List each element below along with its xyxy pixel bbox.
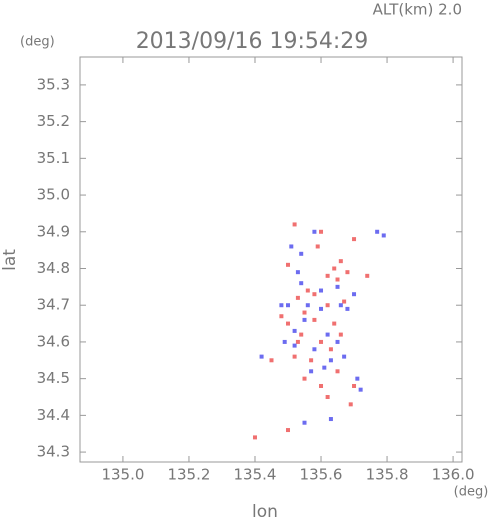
point bbox=[358, 387, 363, 392]
point bbox=[289, 244, 294, 249]
point bbox=[282, 339, 287, 344]
point bbox=[309, 369, 314, 374]
point bbox=[295, 339, 300, 344]
point bbox=[302, 376, 307, 381]
point bbox=[352, 292, 357, 297]
y-axis-label: lat bbox=[0, 249, 20, 271]
point bbox=[252, 435, 257, 440]
point bbox=[352, 237, 357, 242]
point bbox=[309, 358, 314, 363]
point bbox=[319, 339, 324, 344]
y-tick-label: 34.4 bbox=[37, 406, 70, 424]
point bbox=[279, 303, 284, 308]
y-tick-label: 34.9 bbox=[37, 222, 70, 240]
point bbox=[292, 222, 297, 227]
point bbox=[305, 303, 310, 308]
point bbox=[328, 347, 333, 352]
point bbox=[345, 306, 350, 311]
point bbox=[319, 306, 324, 311]
point bbox=[299, 251, 304, 256]
point bbox=[302, 420, 307, 425]
point bbox=[335, 284, 340, 289]
y-tick-label: 34.6 bbox=[37, 332, 70, 350]
point bbox=[335, 277, 340, 282]
chart-title: 2013/09/16 19:54:29 bbox=[136, 29, 369, 54]
point bbox=[312, 317, 317, 322]
y-tick-label: 34.3 bbox=[37, 443, 70, 461]
point bbox=[305, 288, 310, 293]
y-tick-label: 35.0 bbox=[37, 186, 70, 204]
plot-frame bbox=[79, 56, 463, 463]
point bbox=[328, 417, 333, 422]
point bbox=[299, 332, 304, 337]
point bbox=[338, 259, 343, 264]
point bbox=[319, 383, 324, 388]
header: ALT(km) 2.0 bbox=[373, 1, 462, 19]
point bbox=[338, 332, 343, 337]
x-tick-label: 135.8 bbox=[366, 466, 409, 484]
point bbox=[286, 303, 291, 308]
point bbox=[319, 288, 324, 293]
point bbox=[292, 328, 297, 333]
point bbox=[352, 383, 357, 388]
point bbox=[375, 229, 380, 234]
point bbox=[312, 292, 317, 297]
point bbox=[345, 270, 350, 275]
x-tick-label: 135.0 bbox=[101, 466, 144, 484]
point bbox=[381, 233, 386, 238]
y-unit: (deg) bbox=[20, 35, 55, 50]
point bbox=[325, 395, 330, 400]
x-tick-label: 135.2 bbox=[167, 466, 210, 484]
point bbox=[286, 428, 291, 433]
point bbox=[319, 229, 324, 234]
x-axis-label: lon bbox=[252, 502, 278, 521]
x-tick-label: 135.4 bbox=[234, 466, 277, 484]
y-tick-label: 35.1 bbox=[37, 149, 70, 167]
point bbox=[342, 354, 347, 359]
point bbox=[365, 273, 370, 278]
point bbox=[332, 321, 337, 326]
point bbox=[295, 295, 300, 300]
point bbox=[322, 365, 327, 370]
point bbox=[299, 281, 304, 286]
point bbox=[328, 358, 333, 363]
point bbox=[332, 266, 337, 271]
point bbox=[312, 229, 317, 234]
y-tick-label: 34.5 bbox=[37, 369, 70, 387]
x-tick-label: 135.6 bbox=[300, 466, 343, 484]
point bbox=[325, 303, 330, 308]
point bbox=[292, 343, 297, 348]
point bbox=[335, 369, 340, 374]
point bbox=[355, 376, 360, 381]
point bbox=[295, 270, 300, 275]
point bbox=[335, 339, 340, 344]
point bbox=[302, 317, 307, 322]
x-unit: (deg) bbox=[454, 485, 489, 500]
y-tick-label: 35.2 bbox=[37, 112, 70, 130]
y-tick-label: 35.3 bbox=[37, 75, 70, 93]
point bbox=[279, 314, 284, 319]
point bbox=[286, 321, 291, 326]
point bbox=[269, 358, 274, 363]
point bbox=[325, 273, 330, 278]
point bbox=[259, 354, 264, 359]
y-tick-label: 34.7 bbox=[37, 296, 70, 314]
point bbox=[338, 303, 343, 308]
x-tick-label: 136.0 bbox=[432, 466, 475, 484]
point bbox=[312, 347, 317, 352]
point bbox=[292, 354, 297, 359]
point bbox=[286, 262, 291, 267]
point bbox=[325, 332, 330, 337]
point bbox=[315, 244, 320, 249]
y-tick-label: 34.8 bbox=[37, 259, 70, 277]
point bbox=[302, 310, 307, 315]
point bbox=[348, 402, 353, 407]
point bbox=[342, 299, 347, 304]
